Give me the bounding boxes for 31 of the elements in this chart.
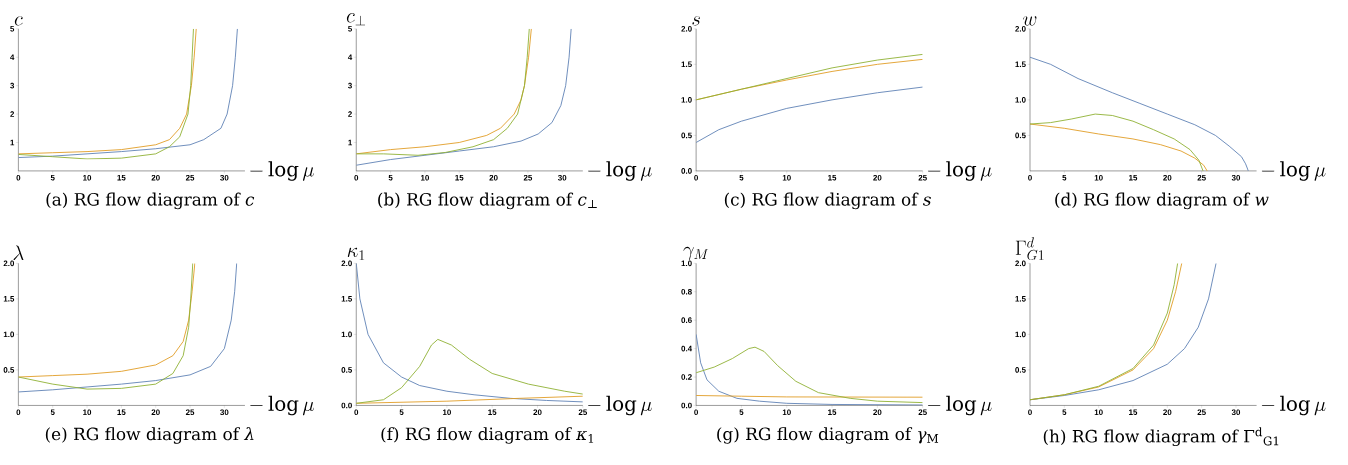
- y-axis-title: $\gamma_M$: [683, 246, 709, 261]
- text: (c) RG flow diagram of s: [724, 192, 931, 210]
- line-series: [1030, 123, 1208, 171]
- text: (g) RG flow diagram of γ$_{M}$: [717, 427, 939, 444]
- x-axis-title: $-\log\mu$: [588, 161, 652, 181]
- y-axis-title: $c_\perp$: [346, 13, 366, 26]
- text: (a) RG flow diagram of c: [46, 192, 255, 210]
- text: (h) RG flow diagram of Γ$^{d}$G1: [1043, 427, 1279, 447]
- text: (f) RG flow diagram of κ$_{1}$: [381, 427, 594, 444]
- line-series: [1030, 113, 1204, 171]
- line-series: [696, 86, 923, 143]
- x-axis-title: $-\log\mu$: [588, 395, 652, 416]
- text: (b) RG flow diagram of c$_{⊥}$: [378, 192, 597, 210]
- line-series: [356, 28, 572, 166]
- y-axis-title: $\Gamma^d_{G1}$: [1015, 237, 1044, 261]
- y-axis-title: $\kappa_1$: [347, 247, 365, 260]
- x-axis-title: $-\log\mu$: [250, 161, 314, 181]
- line-series: [18, 28, 238, 158]
- x-axis-title: $-\log\mu$: [1261, 395, 1326, 416]
- text: (d) RG flow diagram of w: [1055, 192, 1269, 210]
- y-axis-title: $\lambda$: [13, 245, 24, 261]
- x-axis-title: $-\log\mu$: [250, 395, 314, 416]
- x-axis-title: $-\log\mu$: [927, 395, 992, 416]
- text: (e) RG flow diagram of λ: [45, 427, 254, 444]
- y-axis-title: $s$: [692, 16, 700, 26]
- line-series: [18, 263, 238, 393]
- y-axis-title: $c$: [14, 16, 23, 26]
- x-axis-title: $-\log\mu$: [927, 161, 992, 181]
- line-series: [1030, 56, 1249, 171]
- y-axis-title: $w$: [1023, 16, 1037, 26]
- x-axis-title: $-\log\mu$: [1261, 161, 1326, 181]
